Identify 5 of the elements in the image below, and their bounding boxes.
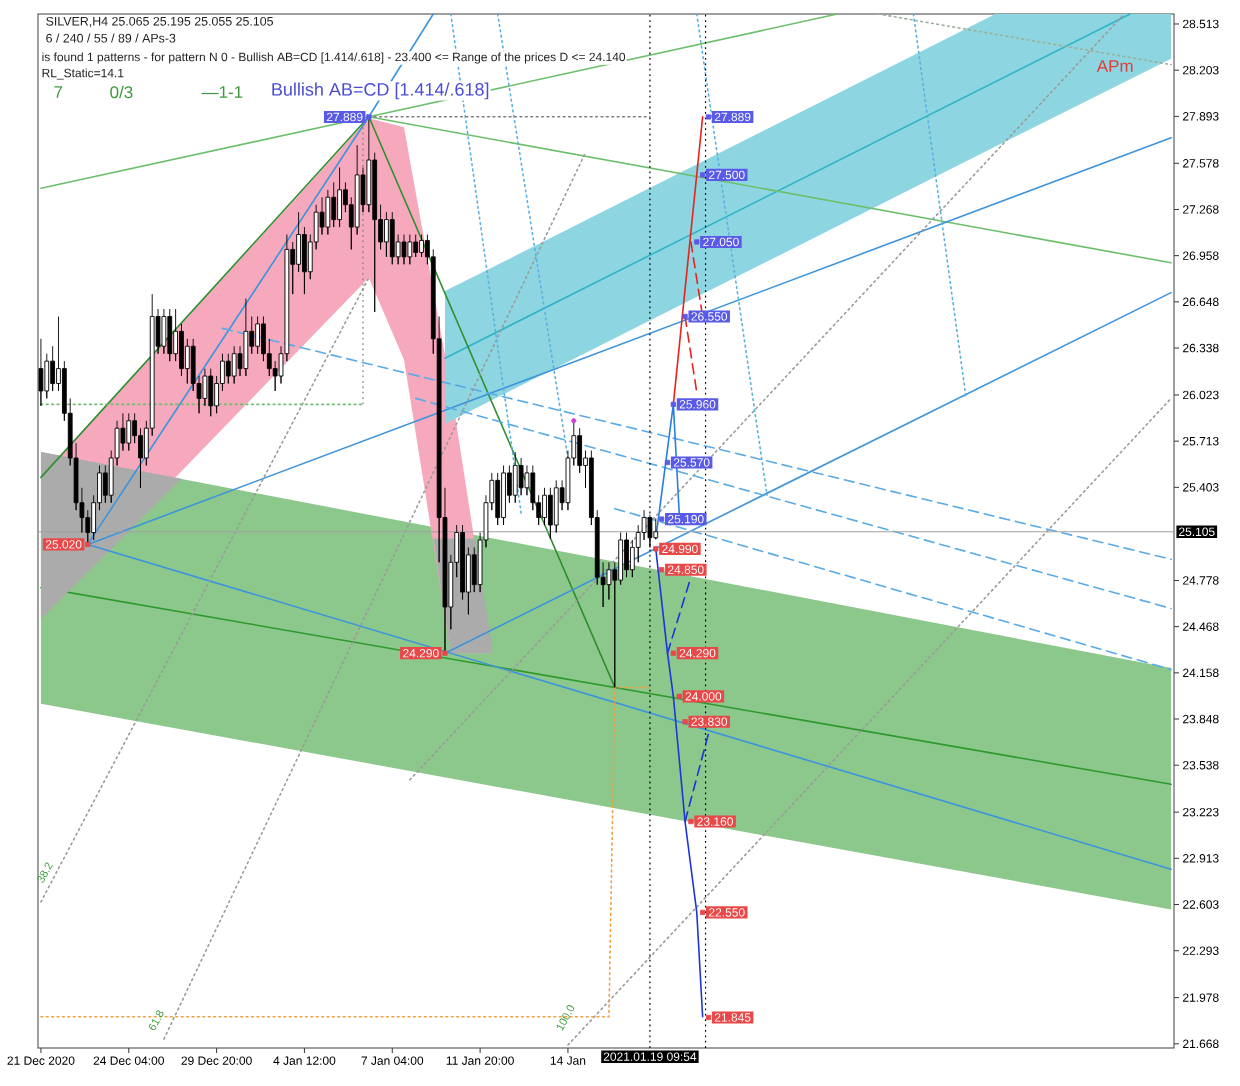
annotation: Bullish AB=CD [1.414/.618] bbox=[272, 82, 489, 100]
annotation: —1-1 bbox=[201, 86, 243, 98]
annotation: 7 bbox=[54, 86, 63, 98]
annotation: APm bbox=[1096, 60, 1133, 72]
annotation: 0/3 bbox=[110, 85, 133, 99]
